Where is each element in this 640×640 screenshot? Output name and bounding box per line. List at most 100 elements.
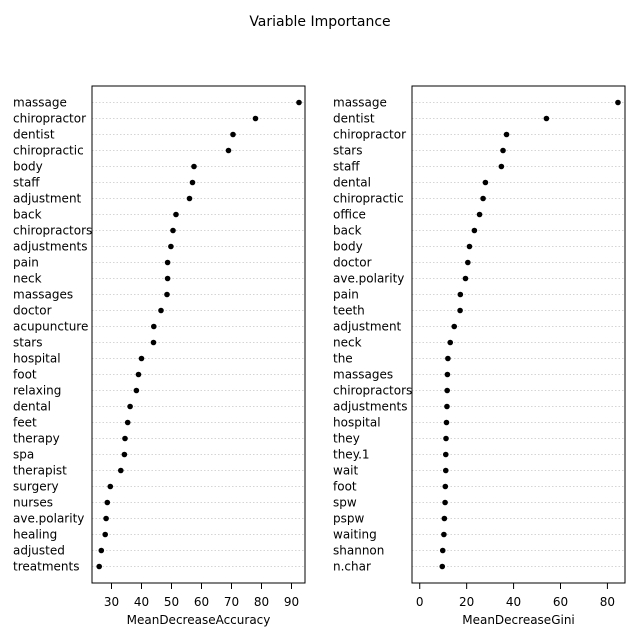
- accuracy-x-tick-label: 30: [104, 595, 119, 609]
- accuracy-variable-label: dental: [13, 400, 51, 414]
- accuracy-importance-dot: [124, 419, 131, 426]
- accuracy-variable-label: hospital: [13, 352, 61, 366]
- gini-variable-label: they.1: [333, 448, 370, 462]
- gini-importance-dot: [444, 403, 450, 410]
- gini-variable-label: back: [333, 224, 362, 238]
- accuracy-importance-dot: [191, 163, 197, 170]
- accuracy-importance-dot: [296, 99, 302, 106]
- gini-variable-label: teeth: [333, 304, 365, 318]
- gini-panel: massage dentist chiropractor stars staff dent…: [333, 85, 626, 627]
- accuracy-variable-label: back: [13, 208, 42, 222]
- accuracy-x-tick-label: 40: [134, 595, 149, 609]
- accuracy-importance-dot: [164, 259, 171, 266]
- gini-importance-dot: [442, 467, 449, 474]
- accuracy-x-tick-label: 60: [194, 595, 209, 609]
- gini-importance-dot: [439, 563, 446, 570]
- gini-variable-label: dental: [333, 176, 371, 190]
- gini-x-tick-label: 80: [600, 595, 615, 609]
- accuracy-importance-dot: [164, 291, 170, 298]
- gini-importance-dot: [500, 147, 506, 154]
- accuracy-importance-dot: [252, 115, 259, 122]
- accuracy-variable-label: neck: [13, 272, 42, 286]
- accuracy-variable-label: therapy: [13, 432, 60, 446]
- accuracy-x-tick-label: 50: [164, 595, 179, 609]
- gini-variable-label: massages: [333, 368, 393, 382]
- gini-importance-dot: [443, 419, 450, 426]
- gini-variable-label: shannon: [333, 544, 384, 558]
- gini-importance-dot: [441, 531, 447, 538]
- accuracy-variable-label: adjusted: [13, 544, 65, 558]
- accuracy-importance-dot: [135, 371, 142, 378]
- gini-variable-label: staff: [333, 160, 360, 174]
- accuracy-variable-label: massage: [13, 96, 67, 110]
- accuracy-variable-label: therapist: [13, 464, 67, 478]
- gini-importance-dot: [471, 227, 478, 234]
- gini-variable-label: neck: [333, 336, 362, 350]
- accuracy-variable-label: spa: [13, 448, 34, 462]
- gini-importance-dot: [615, 99, 621, 106]
- figure-title: Variable Importance: [249, 14, 390, 30]
- gini-importance-dot: [466, 243, 473, 250]
- gini-importance-dot: [498, 163, 505, 170]
- gini-importance-dot: [465, 259, 471, 266]
- accuracy-x-tick-label: 90: [284, 595, 299, 609]
- gini-x-tick-label: 0: [416, 595, 424, 609]
- accuracy-importance-dot: [122, 435, 128, 442]
- accuracy-variable-label: nurses: [13, 496, 53, 510]
- gini-variable-label: spw: [333, 496, 357, 510]
- accuracy-importance-dot: [186, 195, 193, 202]
- gini-variable-label: ave.polarity: [333, 272, 404, 286]
- accuracy-x-tick-label: 80: [254, 595, 269, 609]
- accuracy-x-tick-label: 70: [224, 595, 239, 609]
- gini-variable-label: waiting: [333, 528, 377, 542]
- accuracy-importance-dot: [230, 131, 236, 138]
- gini-importance-dot: [444, 371, 451, 378]
- accuracy-variable-label: treatments: [13, 560, 79, 574]
- gini-importance-dot: [476, 211, 483, 218]
- accuracy-importance-dot: [96, 563, 102, 570]
- accuracy-importance-dot: [121, 451, 128, 458]
- gini-variable-label: stars: [333, 144, 363, 158]
- accuracy-variable-label: doctor: [13, 304, 52, 318]
- accuracy-importance-dot: [118, 467, 124, 474]
- gini-variable-label: n.char: [333, 560, 371, 574]
- gini-x-tick-label: 40: [506, 595, 521, 609]
- gini-variable-label: chiropractic: [333, 192, 404, 206]
- accuracy-importance-dot: [104, 499, 111, 506]
- gini-variable-label: hospital: [333, 416, 381, 430]
- gini-importance-dot: [503, 131, 510, 138]
- gini-variable-label: chiropractor: [333, 128, 406, 142]
- gini-variable-label: adjustment: [333, 320, 402, 334]
- accuracy-importance-dot: [225, 147, 232, 154]
- gini-variable-label: the: [333, 352, 353, 366]
- gini-importance-dot: [441, 515, 448, 522]
- accuracy-variable-label: chiropractor: [13, 112, 86, 126]
- gini-variable-label: pspw: [333, 512, 364, 526]
- gini-importance-dot: [457, 307, 463, 314]
- accuracy-variable-label: surgery: [13, 480, 59, 494]
- gini-importance-dot: [442, 499, 448, 506]
- gini-variable-label: pain: [333, 288, 359, 302]
- accuracy-importance-dot: [150, 339, 157, 346]
- gini-plot-frame: [411, 85, 626, 584]
- accuracy-x-axis-label: MeanDecreaseAccuracy: [127, 613, 271, 627]
- gini-variable-label: doctor: [333, 256, 372, 270]
- accuracy-importance-dot: [98, 547, 105, 554]
- gini-importance-dot: [543, 115, 550, 122]
- gini-variable-label: they: [333, 432, 360, 446]
- accuracy-importance-dot: [170, 227, 176, 234]
- gini-variable-label: foot: [333, 480, 357, 494]
- gini-variable-label: wait: [333, 464, 359, 478]
- accuracy-importance-dot: [189, 179, 196, 186]
- gini-importance-dot: [482, 179, 489, 186]
- accuracy-variable-label: acupuncture: [13, 320, 88, 334]
- gini-importance-dot: [457, 291, 464, 298]
- gini-x-tick-label: 20: [459, 595, 474, 609]
- accuracy-variable-label: dentist: [13, 128, 55, 142]
- gini-x-tick-label: 60: [553, 595, 568, 609]
- gini-x-axis-label: MeanDecreaseGini: [462, 613, 575, 627]
- accuracy-variable-label: massages: [13, 288, 73, 302]
- accuracy-variable-label: stars: [13, 336, 43, 350]
- accuracy-importance-dot: [102, 531, 108, 538]
